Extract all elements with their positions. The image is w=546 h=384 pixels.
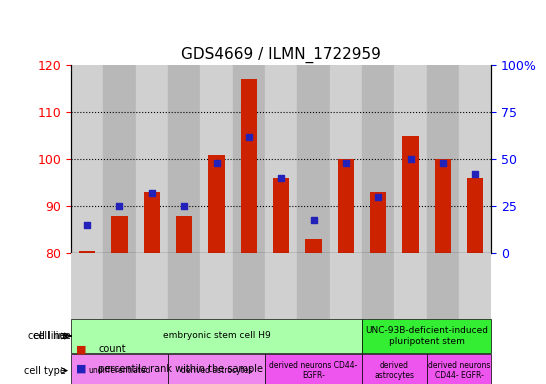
Text: cell type: cell type <box>23 366 66 376</box>
Bar <box>71 65 103 253</box>
Bar <box>330 253 362 319</box>
Bar <box>298 65 330 253</box>
Bar <box>402 136 419 253</box>
Point <box>83 222 92 228</box>
Text: count: count <box>98 344 126 354</box>
Bar <box>200 65 233 253</box>
Text: UNC-93B-deficient-induced
pluripotent stem: UNC-93B-deficient-induced pluripotent st… <box>365 326 488 346</box>
Point <box>406 156 415 162</box>
Bar <box>111 216 128 253</box>
Bar <box>209 155 224 253</box>
Bar <box>435 159 451 253</box>
Bar <box>79 251 95 253</box>
Point <box>245 134 253 140</box>
Bar <box>273 178 289 253</box>
Point <box>309 217 318 223</box>
Bar <box>168 253 200 319</box>
Bar <box>200 253 233 319</box>
Bar <box>427 354 491 384</box>
Bar <box>467 178 483 253</box>
Point <box>438 160 447 166</box>
Text: derived astrocytes: derived astrocytes <box>181 366 252 375</box>
Bar <box>265 354 362 384</box>
Bar <box>330 65 362 253</box>
Bar <box>338 159 354 253</box>
Point <box>115 204 124 210</box>
Bar <box>305 239 322 253</box>
Text: derived neurons
CD44- EGFR-: derived neurons CD44- EGFR- <box>428 361 490 380</box>
Bar <box>394 253 427 319</box>
Bar <box>298 253 330 319</box>
Bar <box>103 253 135 319</box>
Bar <box>459 65 491 253</box>
Bar <box>135 253 168 319</box>
Bar <box>362 319 491 353</box>
Bar <box>394 65 427 253</box>
Bar <box>427 65 459 253</box>
Text: ■: ■ <box>76 364 87 374</box>
Bar <box>265 65 298 253</box>
Text: cell line: cell line <box>28 331 66 341</box>
Point <box>471 171 479 177</box>
Bar <box>176 216 192 253</box>
Bar <box>459 253 491 319</box>
Bar <box>233 65 265 253</box>
Text: percentile rank within the sample: percentile rank within the sample <box>98 364 263 374</box>
Point <box>374 194 383 200</box>
Bar <box>241 79 257 253</box>
Point <box>341 160 350 166</box>
Bar <box>168 65 200 253</box>
Text: undifferentiated: undifferentiated <box>88 366 151 375</box>
Text: derived
astrocytes: derived astrocytes <box>375 361 414 380</box>
Bar <box>265 253 298 319</box>
Bar <box>233 253 265 319</box>
Title: GDS4669 / ILMN_1722959: GDS4669 / ILMN_1722959 <box>181 46 381 63</box>
Bar <box>71 319 362 353</box>
Point <box>212 160 221 166</box>
Bar <box>362 65 394 253</box>
Bar <box>362 354 427 384</box>
Bar <box>71 354 168 384</box>
Point <box>277 175 286 181</box>
Point <box>147 190 156 196</box>
Bar <box>135 65 168 253</box>
Point <box>180 204 188 210</box>
Bar <box>168 354 265 384</box>
Bar <box>103 65 135 253</box>
Bar <box>362 253 394 319</box>
Text: ■: ■ <box>76 344 87 354</box>
Text: embryonic stem cell H9: embryonic stem cell H9 <box>163 331 270 341</box>
Bar <box>427 253 459 319</box>
Bar <box>144 192 160 253</box>
Bar <box>370 192 387 253</box>
Text: cell line: cell line <box>33 331 71 341</box>
Text: derived neurons CD44-
EGFR-: derived neurons CD44- EGFR- <box>269 361 358 380</box>
Bar <box>71 253 103 319</box>
